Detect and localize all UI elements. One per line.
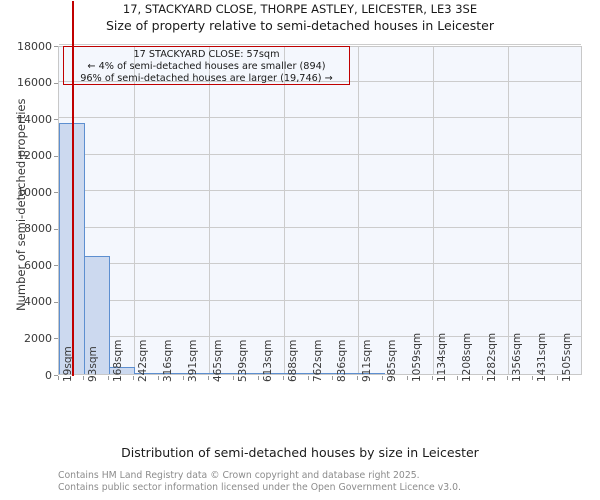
bar (83, 255, 111, 374)
bar (358, 372, 385, 374)
annotation-line-smaller: ← 4% of semi-detached houses are smaller… (87, 61, 326, 72)
y-axis-tick-label: 10000 (17, 185, 52, 199)
x-axis-tick-label: 1059sqm (411, 332, 424, 382)
footer-line-2: Contains public sector information licen… (58, 481, 461, 493)
y-axis-tick-mark (54, 228, 58, 230)
gridline-vertical (133, 47, 135, 374)
x-axis-tick-mark (507, 376, 509, 380)
gridline-vertical (208, 47, 210, 374)
y-axis-tick-mark (54, 338, 58, 340)
gridline-vertical (283, 47, 285, 374)
gridline-horizontal (59, 263, 581, 265)
x-axis-tick-label: 391sqm (186, 339, 199, 382)
y-axis-tick-label: 14000 (17, 112, 52, 126)
title-line-subtitle: Size of property relative to semi-detach… (106, 18, 494, 33)
x-axis-tick-label: 1356sqm (511, 332, 524, 382)
y-axis-tick-label: 8000 (24, 222, 52, 236)
x-axis-tick-label: 93sqm (86, 346, 99, 382)
y-axis-tick-mark (54, 155, 58, 157)
y-axis-tick-mark (54, 192, 58, 194)
y-axis-tick-label: 2000 (24, 331, 52, 345)
x-axis-tick-label: 836sqm (336, 339, 349, 382)
x-axis-tick-label: 985sqm (386, 339, 399, 382)
y-axis-tick-label: 6000 (24, 258, 52, 272)
x-axis-tick-label: 688sqm (286, 339, 299, 382)
y-axis-label: Number of semi-detached properties (14, 98, 28, 311)
x-axis-tick-label: 762sqm (311, 339, 324, 382)
y-axis-tick-mark (54, 46, 58, 47)
y-axis-tick-mark (54, 375, 58, 376)
x-axis-tick-label: 242sqm (136, 339, 149, 382)
x-axis-tick-mark (457, 376, 459, 380)
title-line-address: 17, STACKYARD CLOSE, THORPE ASTLEY, LEIC… (122, 2, 478, 16)
x-axis-tick-mark (557, 376, 559, 380)
x-axis-tick-mark (432, 376, 434, 380)
x-axis-tick-mark (332, 376, 334, 380)
x-axis-tick-mark (82, 376, 84, 380)
annotation-box: 17 STACKYARD CLOSE: 57sqm ← 4% of semi-d… (63, 46, 350, 85)
y-axis-tick-mark (54, 82, 58, 84)
x-axis-tick-mark (532, 376, 534, 380)
y-axis-tick-label: 16000 (17, 76, 52, 90)
x-axis-tick-mark (482, 376, 484, 380)
x-axis-tick-label: 1208sqm (461, 332, 474, 382)
x-axis-tick-mark (382, 376, 384, 380)
x-axis-tick-mark (132, 376, 134, 380)
gridline-horizontal (59, 44, 581, 45)
x-axis-tick-mark (357, 376, 359, 380)
x-axis-tick-mark (107, 376, 109, 380)
y-axis-tick-label: 4000 (24, 295, 52, 309)
y-axis-tick-mark (54, 265, 58, 267)
x-axis-tick-mark (307, 376, 309, 380)
y-axis-tick-label: 0 (45, 368, 52, 382)
x-axis-tick-label: 1505sqm (561, 332, 574, 382)
gridline-vertical (433, 47, 435, 374)
x-axis-tick-label: 613sqm (261, 339, 274, 382)
y-axis-tick-label: 12000 (17, 149, 52, 163)
property-size-marker-line (71, 1, 74, 376)
x-axis-tick-mark (257, 376, 259, 380)
x-axis-tick-label: 539sqm (236, 339, 249, 382)
gridline-horizontal (59, 226, 581, 228)
y-axis-tick-label: 18000 (17, 39, 52, 53)
x-axis-tick-mark (282, 376, 284, 380)
gridline-vertical (508, 47, 510, 374)
x-axis-tick-label: 465sqm (211, 339, 224, 382)
gridline-horizontal (59, 80, 581, 82)
x-axis-tick-mark (207, 376, 209, 380)
footer-attribution: Contains HM Land Registry data © Crown c… (58, 470, 598, 493)
gridline-horizontal (59, 336, 581, 338)
x-axis-tick-label: 911sqm (361, 339, 374, 382)
footer-line-1: Contains HM Land Registry data © Crown c… (58, 470, 420, 481)
x-axis-tick-label: 1431sqm (536, 332, 549, 382)
x-axis-tick-label: 1282sqm (486, 332, 499, 382)
y-axis-tick-mark (54, 301, 58, 303)
gridline-horizontal (59, 153, 581, 155)
x-axis-tick-mark (182, 376, 184, 380)
x-axis-tick-mark (232, 376, 234, 380)
page-title: 17, STACKYARD CLOSE, THORPE ASTLEY, LEIC… (0, 2, 600, 34)
y-axis-tick-mark (54, 119, 58, 121)
annotation-line-property: 17 STACKYARD CLOSE: 57sqm (133, 49, 280, 60)
x-axis-tick-label: 316sqm (161, 339, 174, 382)
plot-area (58, 1, 582, 376)
gridline-horizontal (59, 299, 581, 301)
x-axis-tick-label: 1134sqm (436, 332, 449, 382)
x-axis-tick-mark (58, 376, 59, 380)
gridline-vertical (358, 47, 360, 374)
x-axis-tick-mark (157, 376, 159, 380)
x-axis-tick-label: 168sqm (111, 339, 124, 382)
gridline-horizontal (59, 117, 581, 119)
annotation-line-larger: 96% of semi-detached houses are larger (… (80, 73, 333, 84)
gridline-horizontal (59, 190, 581, 192)
bar (108, 366, 136, 374)
x-axis-label: Distribution of semi-detached houses by … (121, 445, 479, 460)
x-axis-tick-mark (407, 376, 409, 380)
